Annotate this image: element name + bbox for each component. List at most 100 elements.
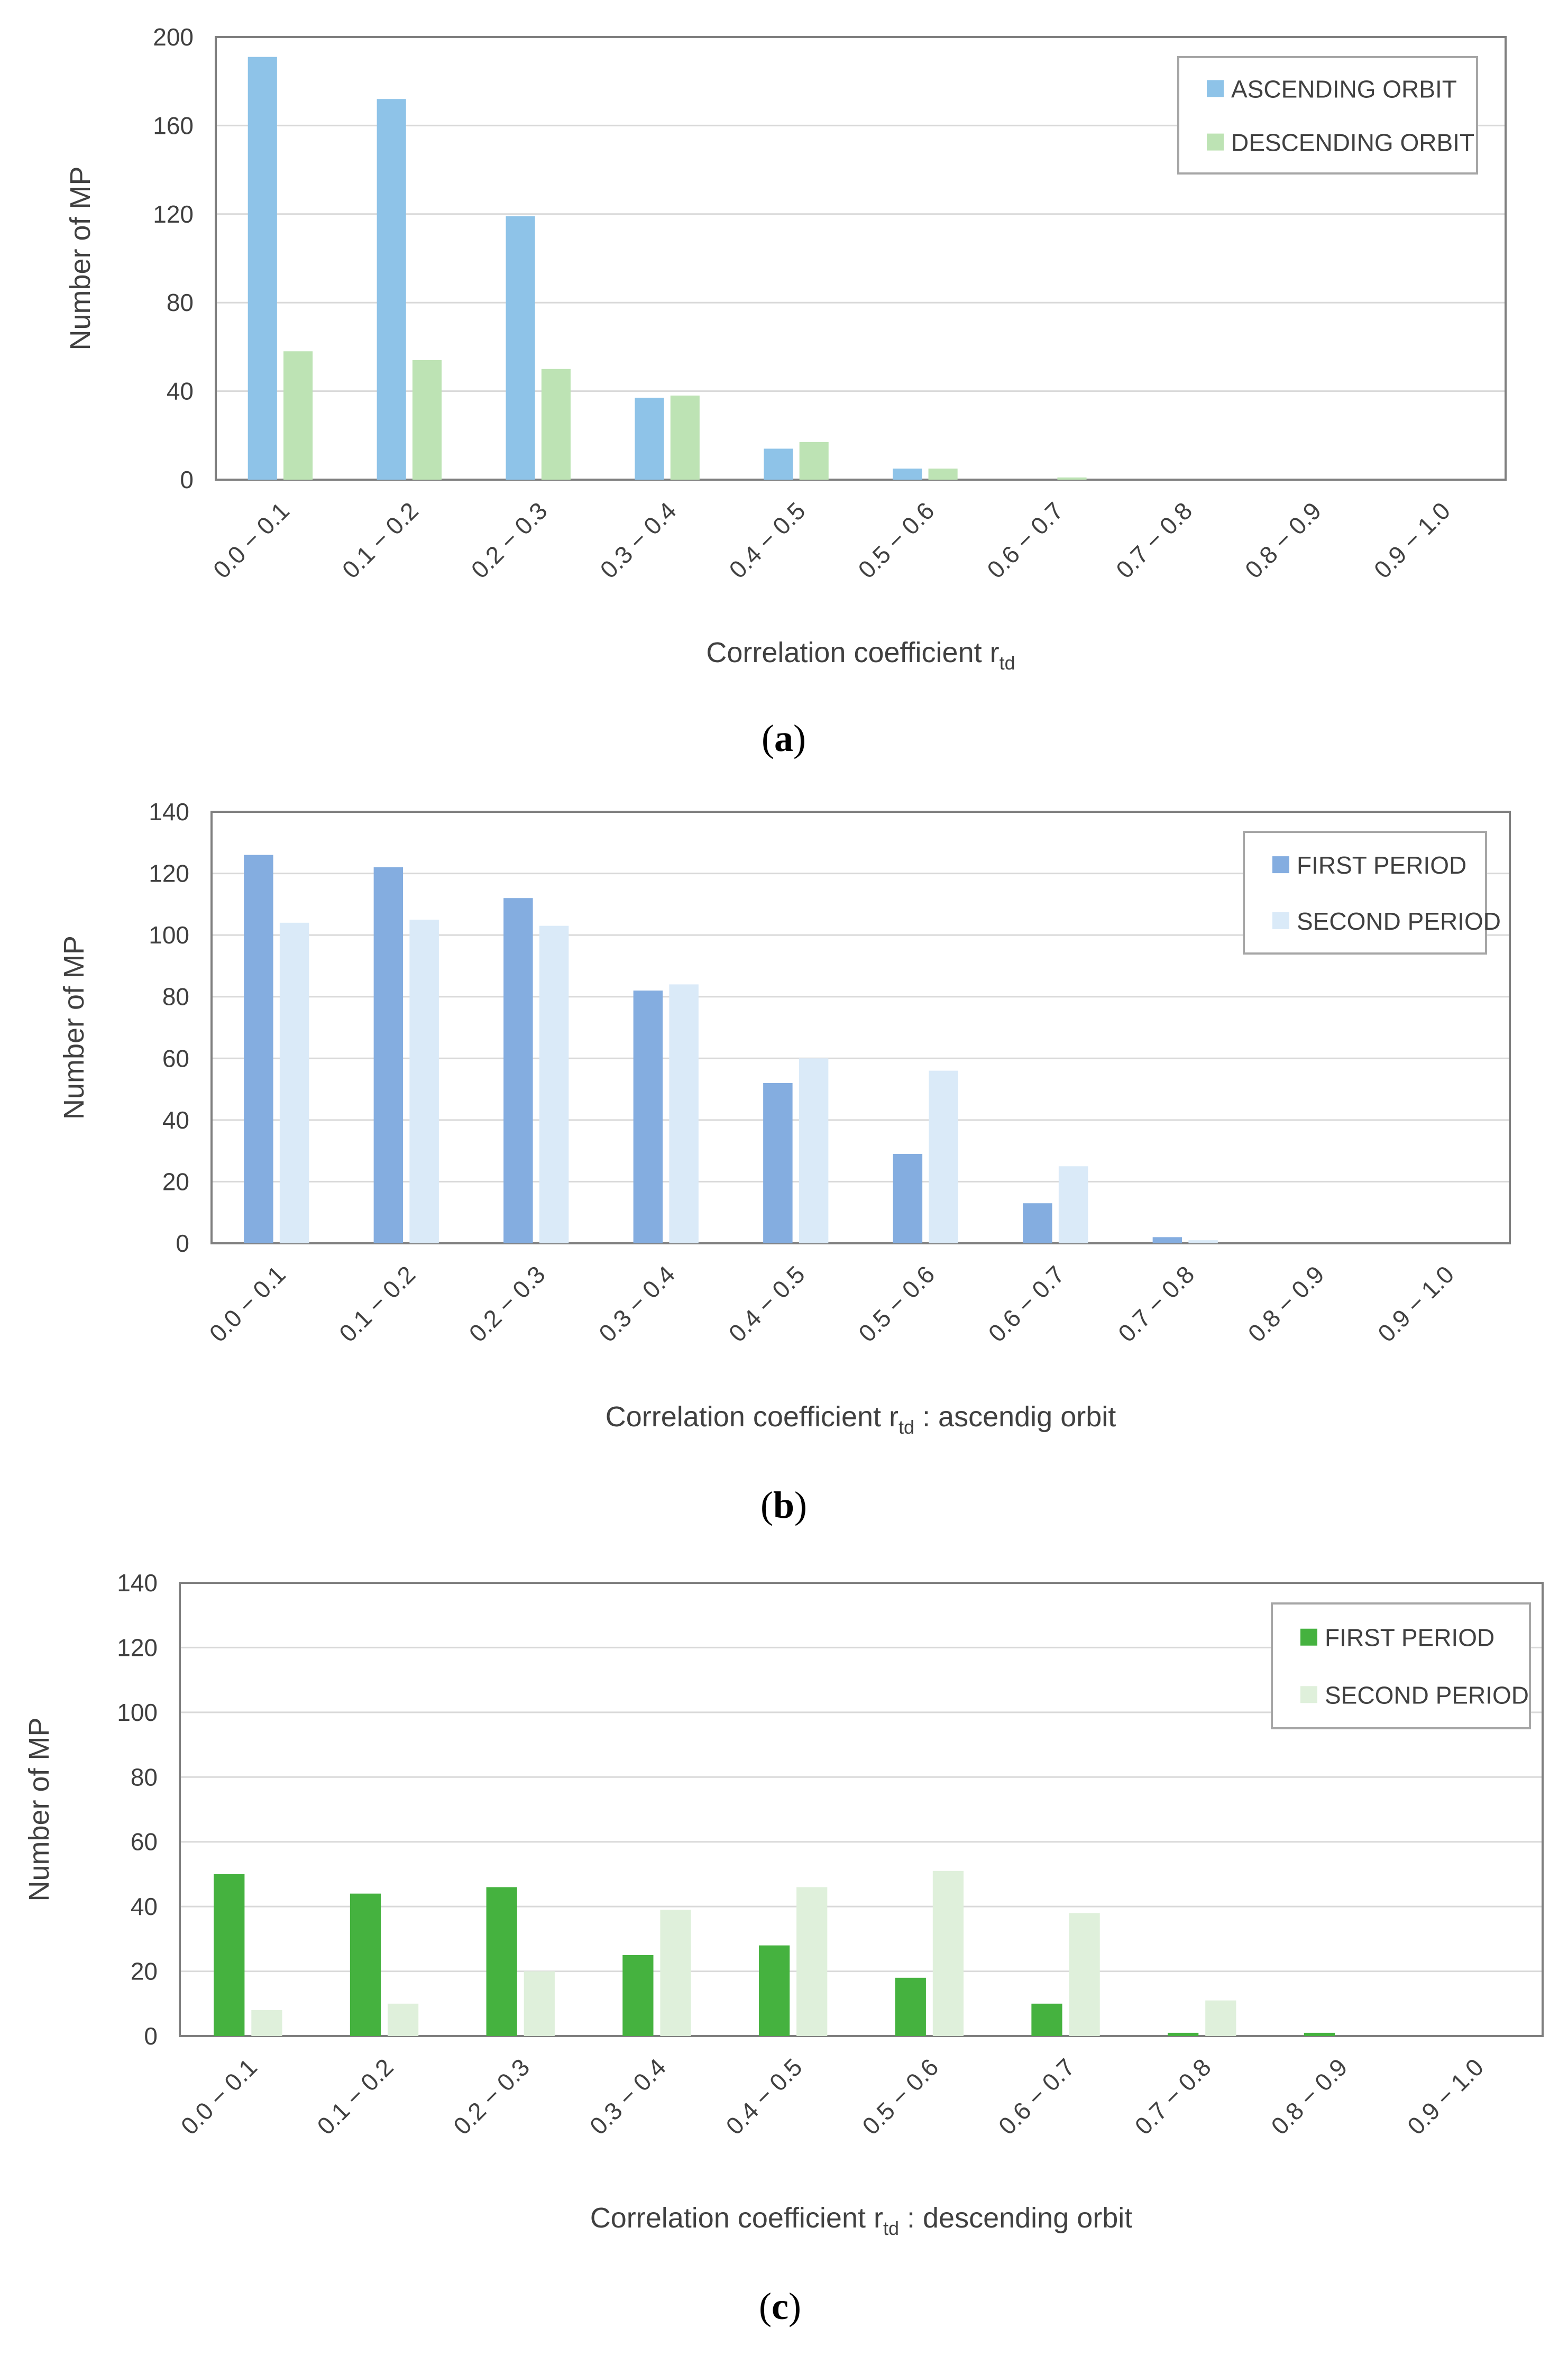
x-tick-label: 0.7 − 0.8 <box>1130 2053 1216 2140</box>
x-tick-label: 0.2 − 0.3 <box>464 1260 551 1347</box>
legend-label: FIRST PERIOD <box>1325 1624 1494 1652</box>
y-axis-label: Number of MP <box>65 166 96 350</box>
y-tick-label: 140 <box>149 798 189 826</box>
bar-series2 <box>541 369 571 480</box>
y-tick-label: 80 <box>162 983 189 1011</box>
legend: FIRST PERIOD SECOND PERIOD <box>1271 1602 1531 1729</box>
y-tick-label: 200 <box>153 23 194 51</box>
x-axis-label: Correlation coefficient rtd : ascendig o… <box>606 1401 1116 1438</box>
bar-series2 <box>539 925 569 1243</box>
x-axis-label-subscript: td <box>898 1416 914 1438</box>
y-axis-label: Number of MP <box>58 936 90 1120</box>
y-tick-label: 120 <box>117 1634 158 1661</box>
legend-box <box>1243 831 1487 955</box>
x-tick-label: 0.4 − 0.5 <box>720 2053 807 2140</box>
bar-series1 <box>214 1874 245 2036</box>
x-axis-label-suffix: : ascendig orbit <box>914 1401 1116 1433</box>
x-tick-label: 0.4 − 0.5 <box>723 1260 810 1347</box>
legend-swatch <box>1300 1628 1317 1646</box>
x-axis-label-main: Correlation coefficient r <box>590 2202 883 2234</box>
legend-box <box>1271 1602 1531 1729</box>
bar-series2 <box>670 395 700 480</box>
y-tick-label: 100 <box>149 921 189 949</box>
bar-series1 <box>635 398 664 480</box>
bar-series1 <box>247 57 277 480</box>
x-tick-label: 0.4 − 0.5 <box>723 497 810 583</box>
y-tick-label: 60 <box>131 1828 158 1856</box>
x-tick-label: 0.0 − 0.1 <box>208 497 295 583</box>
y-tick-label: 80 <box>131 1763 158 1791</box>
bar-series2 <box>928 469 958 480</box>
y-tick-label: 160 <box>153 112 194 139</box>
bar-series1 <box>1023 1203 1052 1243</box>
x-tick-label: 0.6 − 0.7 <box>982 497 1068 583</box>
x-tick-label: 0.1 − 0.2 <box>337 497 424 583</box>
x-tick-label: 0.8 − 0.9 <box>1243 1260 1329 1347</box>
y-tick-label: 60 <box>162 1044 189 1072</box>
bar-series1 <box>373 867 404 1243</box>
y-tick-label: 40 <box>162 1106 189 1134</box>
x-tick-label: 0.9 − 1.0 <box>1369 497 1455 583</box>
bar-series2 <box>799 442 829 480</box>
chart-panel-3: 0 20 40 60 80 100 120 140 Number of MP 0.0 − 0.1 0… <box>23 1569 1544 2327</box>
y-tick-label: 0 <box>144 2022 158 2050</box>
bar-series2 <box>1069 1913 1100 2036</box>
bar-series2 <box>524 1971 555 2036</box>
y-tick-label: 40 <box>131 1893 158 1920</box>
panel-label: (a) <box>762 717 806 759</box>
bar-series1 <box>350 1893 381 2036</box>
chart-panel-2: 0 20 40 60 80 100 120 140 Number of MP 0.0 − 0.1 0… <box>58 798 1511 1526</box>
bar-series1 <box>503 898 533 1243</box>
bar-series1 <box>758 1945 790 2036</box>
legend-swatch <box>1300 1686 1317 1703</box>
y-tick-label: 40 <box>167 378 194 405</box>
x-axis-label-subscript: td <box>1000 652 1015 674</box>
bar-series2 <box>1205 2000 1236 2036</box>
legend-swatch <box>1207 80 1224 97</box>
y-tick-label: 100 <box>117 1699 158 1726</box>
plot-area-frame <box>179 1582 1544 2037</box>
x-tick-label: 0.7 − 0.8 <box>1111 497 1197 583</box>
legend: ASCENDING ORBIT DESCENDING ORBIT <box>1177 56 1478 175</box>
bar-series1 <box>1304 2032 1335 2036</box>
x-tick-label: 0.1 − 0.2 <box>311 2053 398 2140</box>
legend-swatch <box>1207 133 1224 151</box>
legend-label: FIRST PERIOD <box>1297 851 1466 879</box>
x-tick-label: 0.8 − 0.9 <box>1266 2053 1352 2140</box>
x-tick-label: 0.3 − 0.4 <box>584 2053 671 2140</box>
bar-series2 <box>669 984 699 1243</box>
y-tick-label: 20 <box>131 1958 158 1985</box>
legend-label: SECOND PERIOD <box>1297 907 1501 935</box>
bar-series2 <box>387 2003 419 2036</box>
bar-series2 <box>251 2010 282 2036</box>
x-tick-label: 0.0 − 0.1 <box>204 1260 291 1347</box>
x-tick-label: 0.3 − 0.4 <box>593 1260 680 1347</box>
y-tick-label: 140 <box>117 1569 158 1597</box>
bar-series1 <box>1031 2003 1062 2036</box>
y-tick-label: 0 <box>176 1230 189 1257</box>
legend-label: ASCENDING ORBIT <box>1231 75 1457 103</box>
x-tick-label: 0.0 − 0.1 <box>176 2053 262 2140</box>
x-tick-label: 0.8 − 0.9 <box>1240 497 1326 583</box>
y-tick-label: 120 <box>153 200 194 228</box>
bar-series1 <box>764 448 793 480</box>
bar-series1 <box>244 855 273 1243</box>
y-tick-label: 80 <box>167 289 194 316</box>
bar-series1 <box>377 99 406 480</box>
panel-label: (b) <box>760 1484 807 1526</box>
x-tick-label: 0.5 − 0.6 <box>857 2053 943 2140</box>
bar-series2 <box>283 351 313 480</box>
x-axis-label-suffix: : descending orbit <box>899 2202 1132 2234</box>
y-tick-label: 0 <box>180 466 194 493</box>
x-tick-label: 0.6 − 0.7 <box>993 2053 1080 2140</box>
x-tick-label: 0.2 − 0.3 <box>466 497 553 583</box>
panel-label: (c) <box>759 2285 801 2327</box>
x-tick-label: 0.9 − 1.0 <box>1402 2053 1489 2140</box>
plot-area-frame <box>210 811 1511 1244</box>
x-axis-label: Correlation coefficient rtd : descending… <box>590 2202 1133 2239</box>
bar-series1 <box>893 469 922 480</box>
x-tick-label: 0.6 − 0.7 <box>983 1260 1070 1347</box>
bar-series2 <box>1058 1166 1088 1243</box>
x-tick-label: 0.2 − 0.3 <box>448 2053 535 2140</box>
